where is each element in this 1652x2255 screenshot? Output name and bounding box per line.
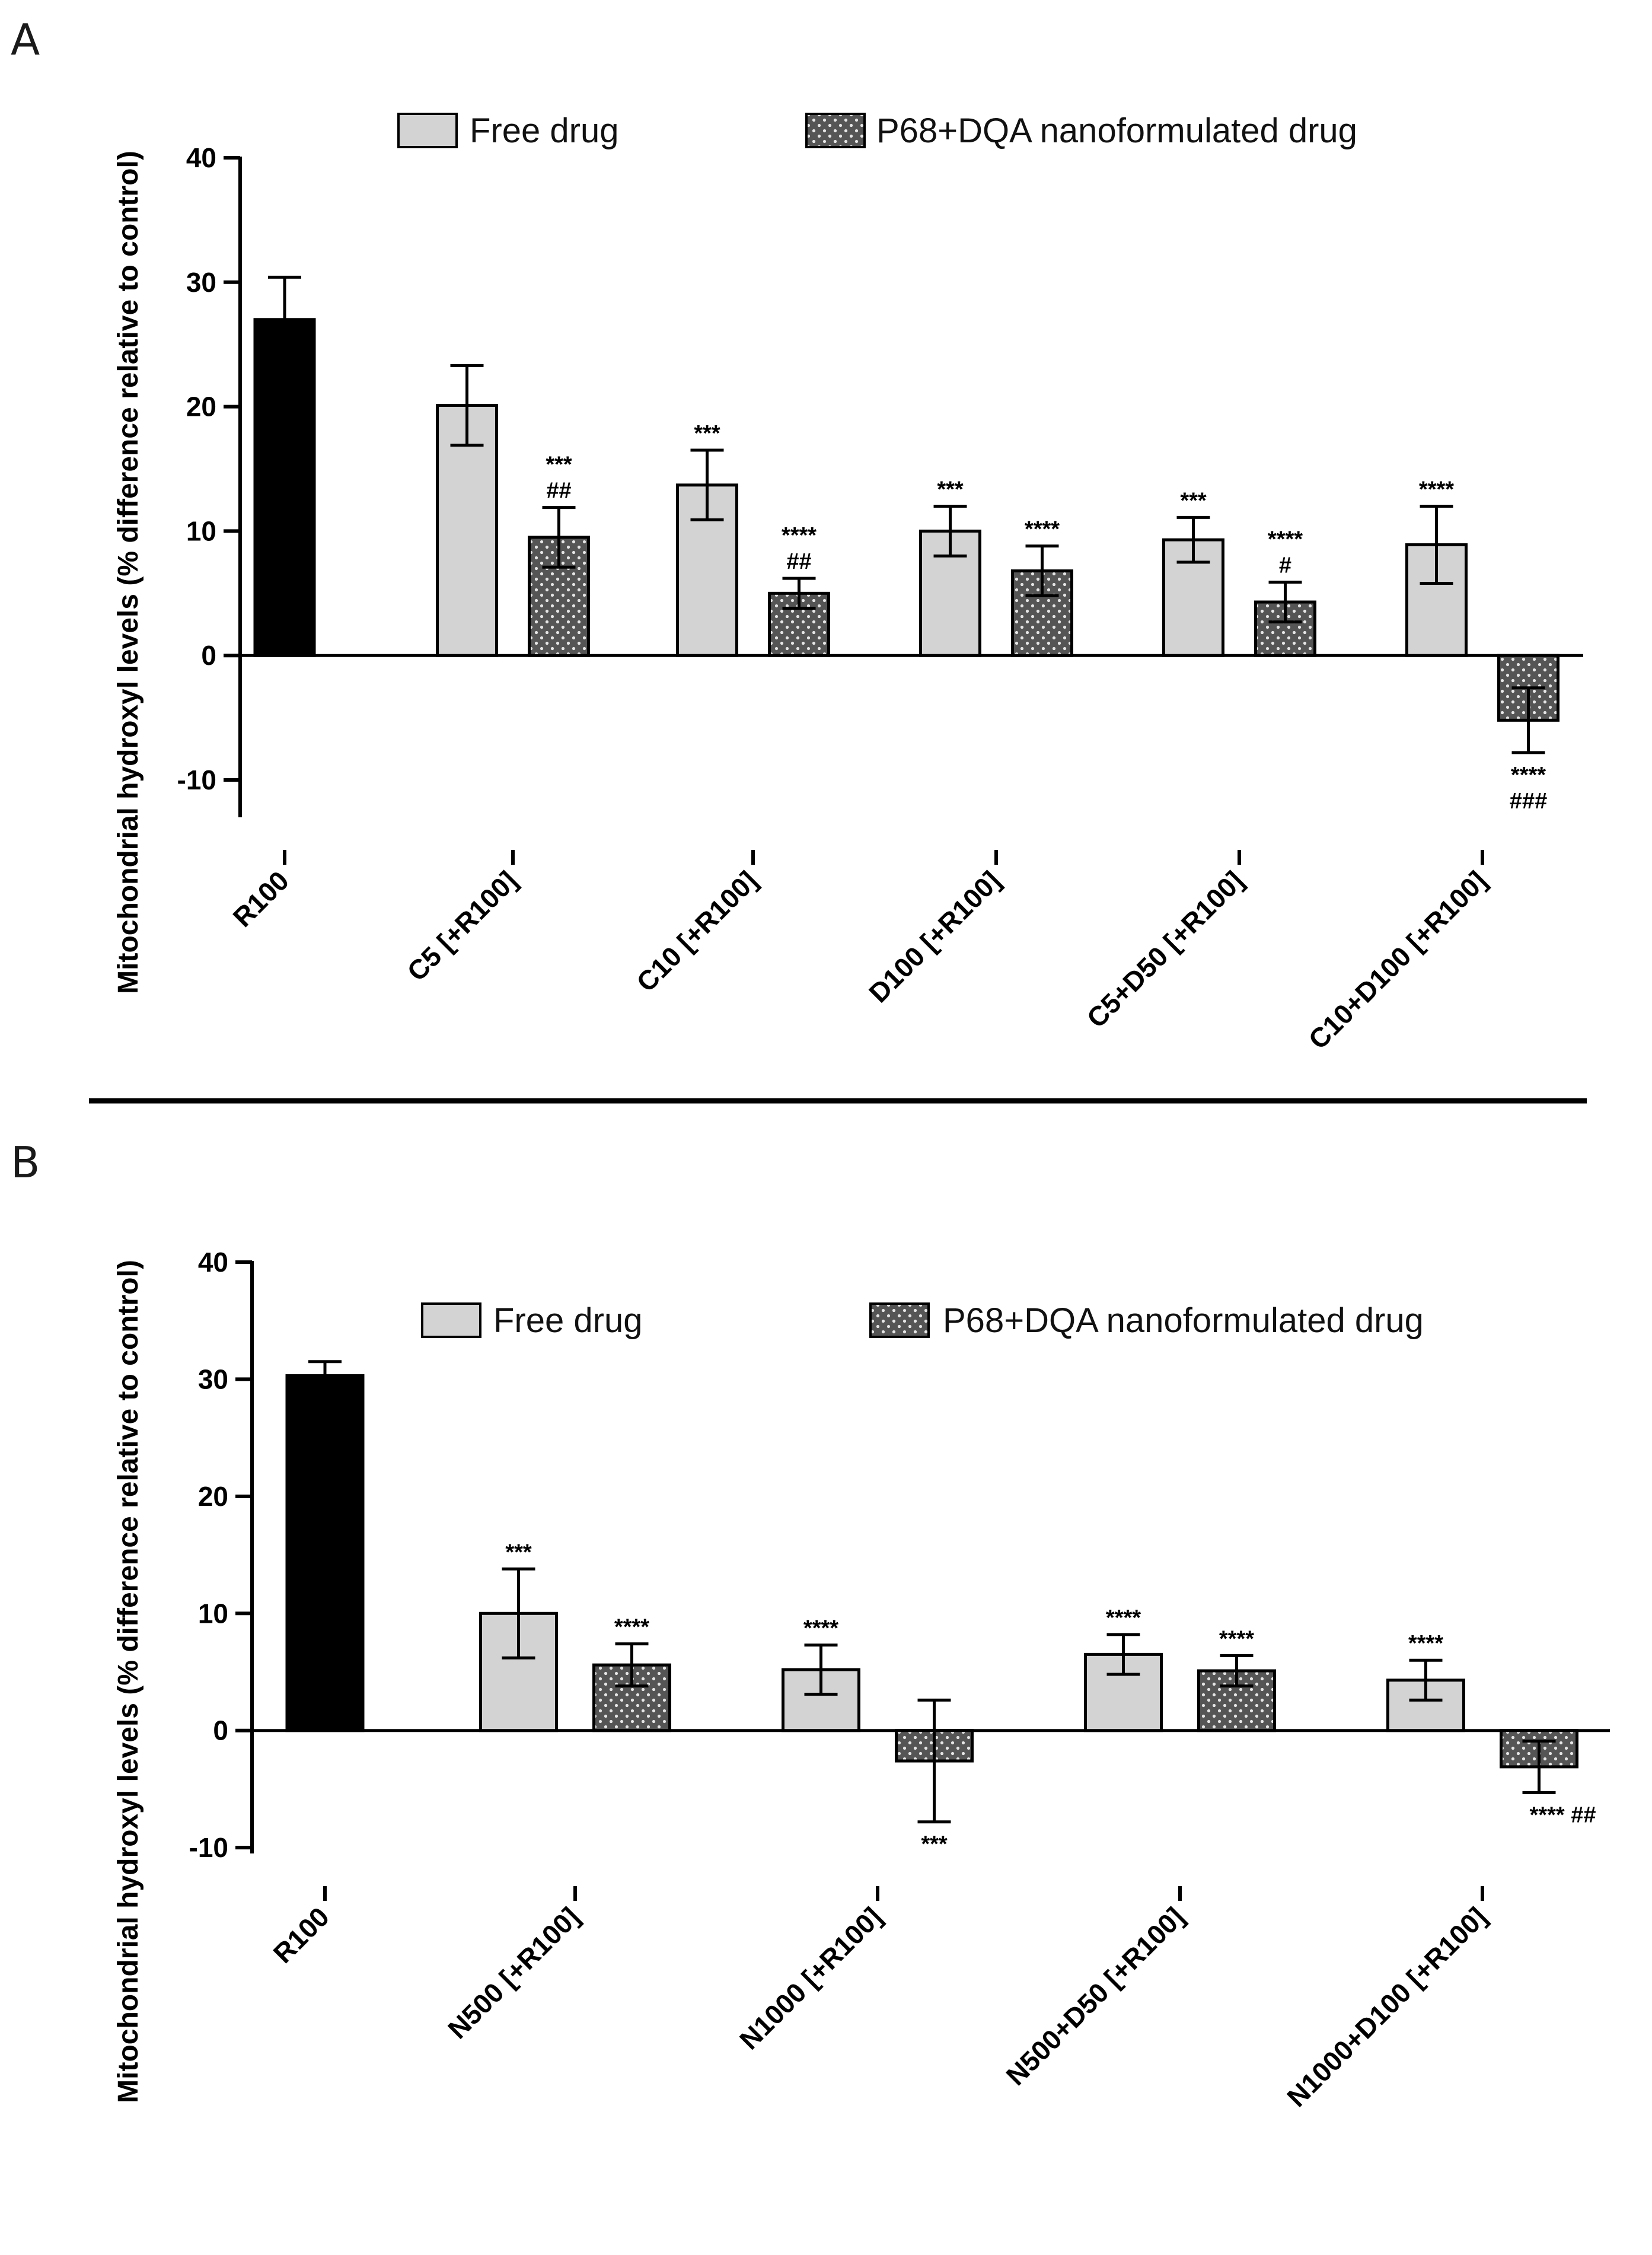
chart-a: -10 0 10 20 30 40 R100 C5 [+R100] C10 [+R100] D10… (177, 142, 1583, 1055)
y-tick-label: 40 (186, 142, 216, 173)
significance-label: **** (1511, 763, 1546, 788)
category-label: N500 [+R100] (442, 1901, 585, 2044)
category-label: N1000 [+R100] (733, 1901, 888, 2055)
legend-label-nano: P68+DQA nanoformulated drug (943, 1301, 1424, 1340)
legend-swatch-nano (805, 113, 866, 148)
legend-label-free: Free drug (470, 112, 618, 150)
category-label: C5 [+R100] (401, 865, 523, 987)
legend-label-free: Free drug (493, 1301, 642, 1340)
legend-swatch-free (397, 113, 458, 148)
category-label: D100 [+R100] (863, 865, 1006, 1008)
bar-nanoformulated (1011, 569, 1073, 657)
category-label: R100 (227, 865, 295, 933)
y-tick-label: 20 (198, 1481, 228, 1512)
significance-label: *** (546, 453, 572, 477)
y-tick-label: -10 (177, 765, 216, 795)
y-tick-label: 0 (201, 640, 216, 671)
significance-label: **** (1025, 517, 1060, 542)
category-label: N500+D50 [+R100] (1000, 1901, 1190, 2091)
category-label: C10+D100 [+R100] (1302, 865, 1492, 1055)
y-tick-label: 30 (186, 267, 216, 298)
bar-control (253, 318, 316, 657)
significance-label: **** (1408, 1631, 1443, 1656)
y-tick-label: -10 (189, 1832, 228, 1863)
significance-label: ## (546, 479, 571, 504)
category-label: C10 [+R100] (630, 865, 763, 998)
legend-b: Free drug P68+DQA nanoformulated drug (421, 1301, 1424, 1340)
y-axis-title-b: Mitochondrial hydroxyl levels (% differe… (113, 1260, 144, 2103)
significance-label: **** (614, 1615, 649, 1640)
significance-label: **** (1106, 1606, 1141, 1630)
significance-label: **** (1268, 527, 1303, 552)
legend-swatch-nano (869, 1302, 930, 1338)
significance-label: # (1279, 553, 1291, 578)
category-label: N1000+D100 [+R100] (1281, 1901, 1492, 2113)
legend-label-nano: P68+DQA nanoformulated drug (876, 112, 1357, 150)
significance-label: **** ## (1530, 1802, 1596, 1827)
y-tick-label: 30 (198, 1364, 228, 1394)
significance-label: *** (694, 421, 720, 446)
significance-label: *** (505, 1540, 532, 1565)
legend-swatch-free (421, 1302, 481, 1338)
significance-label: ## (786, 549, 811, 574)
significance-label: **** (1219, 1626, 1254, 1651)
significance-label: ### (1510, 789, 1547, 814)
significance-label: **** (1419, 477, 1454, 502)
y-tick-label: 20 (186, 391, 216, 422)
y-tick-label: 10 (186, 515, 216, 546)
y-tick-label: 10 (198, 1598, 228, 1629)
category-label: R100 (267, 1901, 336, 1969)
significance-label: **** (803, 1616, 838, 1641)
panel-letter-a: A (11, 15, 40, 65)
legend-a: Free drug P68+DQA nanoformulated drug (397, 112, 1357, 150)
bar-control (285, 1374, 365, 1732)
y-tick-label: 0 (213, 1715, 228, 1746)
y-tick-label: 40 (198, 1247, 228, 1278)
y-axis-title-a: Mitochondrial hydroxyl levels (% differe… (113, 151, 144, 994)
significance-label: *** (937, 477, 964, 502)
panel-letter-b: B (11, 1138, 40, 1187)
significance-label: *** (1180, 488, 1207, 513)
chart-b: -10 0 10 20 30 40 R100 N500 [+R100] N1000 [+R100… (189, 1247, 1610, 2113)
category-label: C5+D50 [+R100] (1081, 865, 1249, 1033)
significance-label: **** (782, 523, 817, 548)
significance-label: *** (921, 1832, 948, 1857)
